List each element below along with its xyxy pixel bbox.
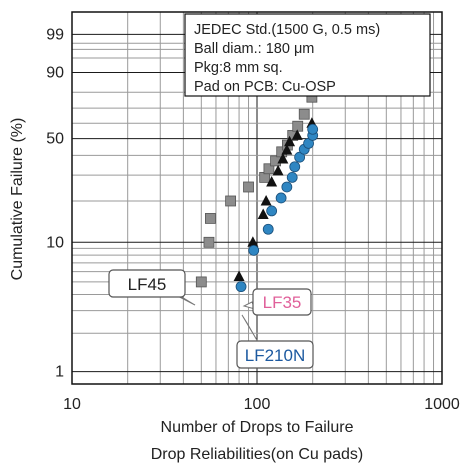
tick-labels: 1 10 50 90 99 10 100 1000 bbox=[46, 26, 460, 413]
callout-lf210n-pointer bbox=[241, 314, 259, 343]
point-lf45 bbox=[298, 108, 310, 120]
info-line-ball-diameter: Ball diam.: 180 μm bbox=[194, 41, 314, 57]
point-lf35 bbox=[266, 176, 278, 187]
point-lf45 bbox=[263, 163, 275, 175]
y-tick-label: 99 bbox=[46, 26, 64, 43]
callout-lf210n-box bbox=[236, 340, 314, 369]
point-lf210n bbox=[235, 281, 247, 293]
point-lf210n bbox=[289, 161, 301, 173]
info-line-standard: JEDEC Std.(1500 G, 0.5 ms) bbox=[194, 22, 380, 38]
callout-lf45-label: LF45 bbox=[128, 275, 167, 294]
point-lf210n bbox=[262, 223, 274, 235]
y-axis-label: Cumulative Failure (%) bbox=[9, 118, 26, 281]
info-box-background bbox=[184, 13, 431, 97]
callout-lf35: LF35 bbox=[242, 288, 312, 316]
point-lf35 bbox=[284, 135, 296, 147]
point-lf35 bbox=[260, 194, 272, 206]
point-lf35 bbox=[277, 153, 289, 164]
point-lf210n bbox=[286, 171, 298, 183]
point-lf210n bbox=[307, 123, 319, 135]
point-lf45 bbox=[292, 120, 304, 132]
info-box: JEDEC Std.(1500 G, 0.5 ms) Ball diam.: 1… bbox=[184, 13, 431, 97]
y-tick-label: 10 bbox=[46, 234, 64, 251]
x-axis-label: Number of Drops to Failure bbox=[161, 419, 354, 436]
point-lf35 bbox=[272, 164, 284, 176]
point-lf35 bbox=[281, 144, 293, 155]
callout-lf210n: LF210N bbox=[236, 314, 314, 369]
y-tick-label: 50 bbox=[46, 131, 64, 148]
point-lf210n bbox=[266, 205, 278, 217]
data-points bbox=[195, 91, 319, 293]
chart-caption: Drop Reliabilities(on Cu pads) bbox=[151, 446, 364, 463]
point-lf35 bbox=[257, 208, 269, 220]
point-lf210n bbox=[281, 181, 293, 193]
point-lf210n bbox=[275, 192, 287, 204]
callout-lf35-box bbox=[252, 288, 312, 316]
y-tick-label: 1 bbox=[55, 364, 64, 381]
point-lf45 bbox=[203, 236, 215, 248]
point-lf35 bbox=[233, 270, 245, 282]
point-lf35 bbox=[247, 236, 259, 247]
point-lf45 bbox=[243, 181, 254, 193]
y-tick-label: 90 bbox=[46, 64, 64, 81]
point-lf35 bbox=[291, 129, 303, 140]
x-tick-label: 1000 bbox=[424, 396, 460, 413]
callout-lf35-label: LF35 bbox=[263, 293, 302, 312]
x-tick-label: 10 bbox=[63, 396, 81, 413]
callout-lf210n-label: LF210N bbox=[245, 346, 305, 365]
callout-lf45-box bbox=[108, 269, 186, 298]
plot-frame bbox=[71, 11, 443, 385]
callout-lf45: LF45 bbox=[108, 269, 196, 306]
point-lf210n bbox=[248, 244, 260, 256]
info-line-package: Pkg:8 mm sq. bbox=[194, 60, 283, 76]
point-lf210n bbox=[294, 151, 306, 163]
point-lf45 bbox=[195, 276, 207, 288]
x-tick-label: 100 bbox=[244, 396, 271, 413]
info-line-pad: Pad on PCB: Cu-OSP bbox=[194, 79, 336, 95]
point-lf45 bbox=[225, 195, 237, 207]
point-lf45 bbox=[205, 213, 216, 224]
